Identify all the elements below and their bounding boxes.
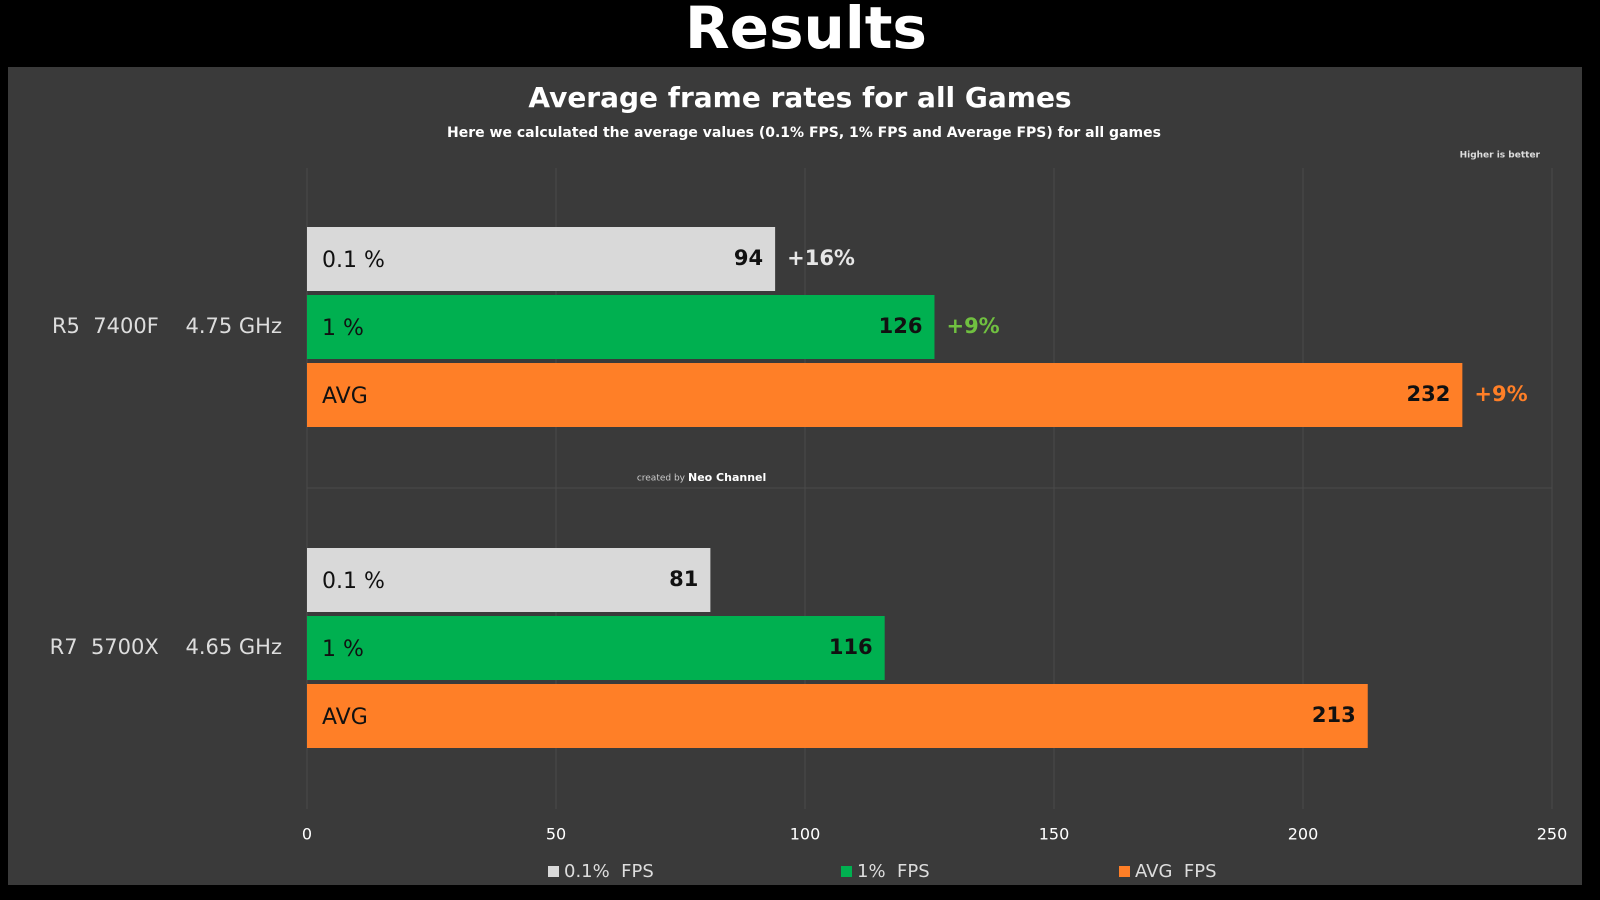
header: Results <box>685 0 927 62</box>
note: Higher is better <box>1460 151 1541 161</box>
value-label: 116 <box>829 635 873 659</box>
bar-category-label: 1 % <box>322 316 364 341</box>
panel <box>8 67 1582 885</box>
value-label: 232 <box>1407 382 1451 406</box>
chart-title: Average frame rates for all Games <box>528 81 1071 114</box>
bar <box>307 227 776 291</box>
value-label: 126 <box>879 314 923 338</box>
x-tick-label: 250 <box>1537 825 1568 844</box>
legend-swatch <box>841 866 852 877</box>
diff-label: +16% <box>787 246 855 270</box>
bar-category-label: 0.1 % <box>322 248 385 273</box>
bar <box>307 684 1368 748</box>
diff-label: +9% <box>1474 382 1527 406</box>
legend-swatch <box>548 866 559 877</box>
y-tick-label: R5 7400F 4.75 GHz <box>52 314 282 338</box>
bar-category-label: 1 % <box>322 637 364 662</box>
value-label: 213 <box>1312 703 1356 727</box>
bar <box>307 363 1463 427</box>
x-tick-label: 200 <box>1288 825 1319 844</box>
x-tick-label: 0 <box>302 825 312 844</box>
x-tick-label: 150 <box>1039 825 1070 844</box>
x-tick-label: 50 <box>546 825 566 844</box>
y-tick-label: R7 5700X 4.65 GHz <box>50 635 282 659</box>
bar <box>307 548 711 612</box>
legend-swatch <box>1119 866 1130 877</box>
value-label: 81 <box>669 567 698 591</box>
bar-category-label: AVG <box>322 384 368 409</box>
x-tick-label: 100 <box>790 825 821 844</box>
diff-label: +9% <box>946 314 999 338</box>
bar-category-label: AVG <box>322 705 368 730</box>
credit-name: Neo Channel <box>688 471 766 484</box>
value-label: 94 <box>734 246 763 270</box>
bar <box>307 295 935 359</box>
chart-subtitle: Here we calculated the average values (0… <box>447 125 1161 141</box>
bar-category-label: 0.1 % <box>322 569 385 594</box>
legend-label: 1% FPS <box>857 861 930 882</box>
bar <box>307 616 885 680</box>
credit-prefix: created by <box>637 474 686 484</box>
legend-label: 0.1% FPS <box>564 861 654 882</box>
legend-label: AVG FPS <box>1135 861 1217 882</box>
